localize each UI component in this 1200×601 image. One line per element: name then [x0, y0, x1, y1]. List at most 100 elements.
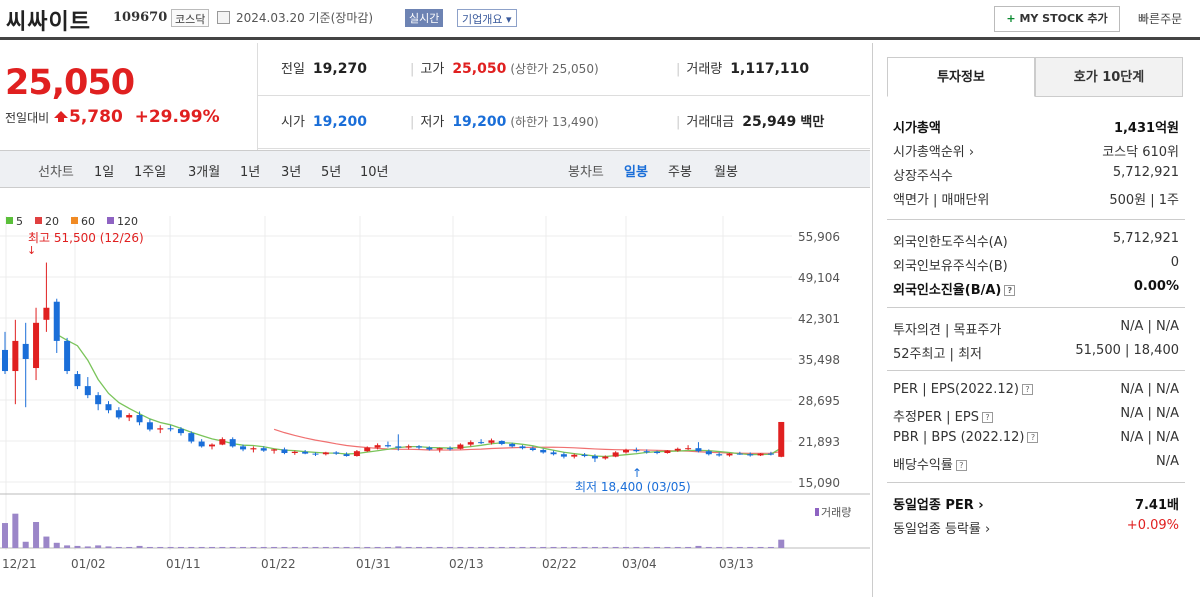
period-3m[interactable]: 3개월 [188, 165, 221, 180]
volume-bar [767, 546, 774, 548]
candle-body [374, 445, 381, 448]
tab-orderbook[interactable]: 호가 10단계 [1035, 57, 1183, 97]
x-tick-label: 01/02 [71, 557, 106, 571]
volume-bar [198, 546, 205, 548]
company-overview-dropdown[interactable]: 기업개요 ▾ [457, 9, 517, 27]
realtime-badge[interactable]: 실시간 [405, 9, 444, 27]
line-chart-label: 선차트 [38, 165, 74, 180]
period-daily[interactable]: 일봉 [624, 165, 648, 180]
candle-body [519, 446, 526, 449]
info-value: N/A | N/A [1120, 319, 1179, 334]
info-value: 1,431억원 [1113, 121, 1179, 136]
period-5y[interactable]: 5년 [321, 165, 342, 180]
help-icon[interactable]: ? [1021, 384, 1033, 395]
period-1w[interactable]: 1주일 [134, 165, 167, 180]
y-tick-label: 35,498 [798, 353, 840, 367]
period-10y[interactable]: 10년 [360, 165, 389, 180]
legend-swatch [6, 217, 13, 224]
info-row: 시가총액 1,431억원 [893, 115, 1179, 137]
period-1y[interactable]: 1년 [240, 165, 261, 180]
x-tick-label: 03/04 [622, 557, 657, 571]
info-key: 외국인소진율(B/A)? [893, 279, 1016, 298]
info-key: 배당수익률? [893, 454, 967, 473]
info-value: 500원 | 1주 [1109, 193, 1179, 208]
x-tick-label: 01/11 [166, 557, 201, 571]
volume-bar [136, 545, 143, 548]
period-3y[interactable]: 3년 [281, 165, 302, 180]
candle-body [654, 451, 661, 454]
info-key: 액면가 | 매매단위 [893, 193, 990, 208]
volume-bar [281, 546, 288, 548]
info-value: N/A | N/A [1120, 406, 1179, 421]
info-key: 추정PER | EPS? [893, 406, 993, 425]
volume-bar [384, 546, 391, 548]
stat-prev-close: 전일 19,270 [281, 61, 367, 77]
period-monthly[interactable]: 월봉 [714, 165, 738, 180]
candle-body [64, 340, 71, 372]
info-key: 동일업종 등락률 › [893, 522, 991, 537]
stat-high: | 고가 25,050 (상한가 25,050) [410, 61, 599, 77]
tab-invest-info[interactable]: 투자정보 [887, 57, 1035, 97]
volume-bar [757, 546, 764, 548]
volume-bar [74, 545, 81, 548]
info-row: PER | EPS(2022.12)? N/A | N/A [893, 380, 1179, 402]
volume-bar [22, 541, 29, 548]
help-icon[interactable]: ? [1004, 285, 1016, 296]
volume-bar [250, 546, 257, 548]
volume-bar [115, 546, 122, 548]
volume-bar [519, 546, 526, 548]
volume-bar [12, 513, 19, 548]
ma5-line [56, 333, 782, 458]
stat-low: | 저가 19,200 (하한가 13,490) [410, 114, 599, 130]
price-stats: 전일 19,270 | 고가 25,050 (상한가 25,050) | 거래량 1,117… [258, 43, 870, 150]
invest-info-panel: 투자정보 호가 10단계 시가총액 1,431억원 시가총액순위 › 코스닥 610위… [872, 43, 1200, 597]
stock-header-bar: 씨싸이트 109670 코스닥 2024.03.20 기준(장마감) 실시간 기… [0, 0, 1200, 40]
volume-bar [146, 546, 153, 548]
info-row: 시가총액순위 › 코스닥 610위 [893, 139, 1179, 161]
info-row: 외국인보유주식수(B) 0 [893, 253, 1179, 275]
candle-body [302, 451, 309, 454]
y-tick-label: 42,301 [798, 312, 840, 326]
candle-body [591, 456, 598, 459]
info-row: 상장주식수 5,712,921 [893, 163, 1179, 185]
info-value: N/A | N/A [1120, 430, 1179, 445]
help-icon[interactable]: ? [981, 412, 993, 423]
volume-bar [550, 546, 557, 548]
candle-body [271, 449, 278, 451]
info-value: N/A | N/A [1120, 382, 1179, 397]
candlestick-chart: 55,906 49,104 42,301 35,498 28,695 21,893 15,0… [0, 215, 870, 571]
help-icon[interactable]: ? [955, 460, 967, 471]
candle-body [229, 439, 236, 447]
x-tick-label: 01/22 [261, 557, 296, 571]
volume-bar [240, 546, 247, 548]
candle-chart-label: 봉차트 [568, 165, 604, 180]
volume-bar [581, 546, 588, 548]
volume-bar [33, 522, 40, 548]
candle-body [498, 440, 505, 444]
info-value: 7.41배 [1134, 498, 1179, 513]
help-icon[interactable]: ? [1027, 432, 1039, 443]
volume-bar [498, 546, 505, 548]
info-row: 외국인한도주식수(A) 5,712,921 [893, 229, 1179, 251]
quick-order-link[interactable]: 빠른주문 [1138, 12, 1183, 26]
volume-bar [674, 546, 681, 548]
candle-body [333, 452, 340, 454]
period-1d[interactable]: 1일 [94, 165, 115, 180]
candle-body [529, 448, 536, 450]
mystock-add-button[interactable]: + MY STOCK 추가 [994, 6, 1120, 32]
candle-body [716, 454, 723, 456]
info-row: 동일업종 PER › 7.41배 [893, 492, 1179, 514]
candle-body [2, 349, 8, 372]
candle-body [467, 442, 474, 445]
candle-body [436, 448, 443, 450]
section-divider [887, 219, 1185, 220]
x-tick-label: 02/13 [449, 557, 484, 571]
period-weekly[interactable]: 주봉 [668, 165, 692, 180]
volume-bar [736, 546, 743, 548]
ma20-line [273, 428, 782, 454]
info-row: 배당수익률? N/A [893, 452, 1179, 474]
volume-bar [53, 542, 60, 548]
candle-body [705, 451, 712, 455]
section-divider [887, 370, 1185, 371]
y-tick-label: 15,090 [798, 476, 840, 490]
